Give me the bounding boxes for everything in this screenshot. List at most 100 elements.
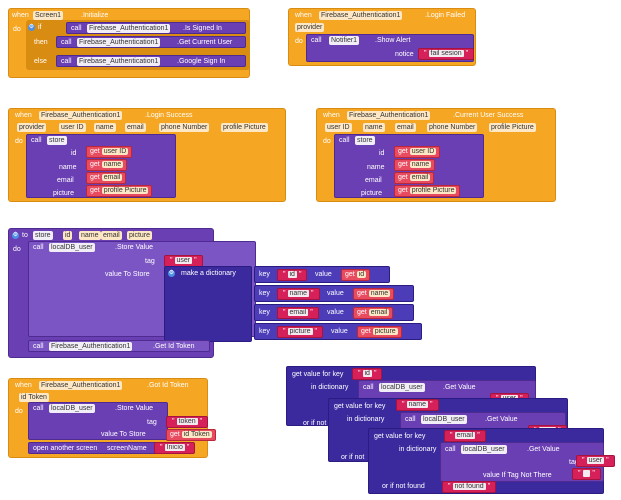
is-signed-in-call[interactable]: call Firebase_Authentication1 .Is Signed… <box>66 22 246 34</box>
get-name-block[interactable]: get name <box>353 288 395 300</box>
tag-token-string[interactable]: " token " <box>166 416 209 428</box>
string-value[interactable]: id <box>362 370 372 377</box>
param-phone-number[interactable]: phone Number <box>159 123 210 132</box>
param-email[interactable]: email <box>125 123 146 132</box>
string-value[interactable]: not found <box>452 483 486 490</box>
string-value[interactable]: picture <box>287 328 313 335</box>
var-dropdown[interactable]: user ID <box>101 148 129 155</box>
get-email-block[interactable]: get email <box>86 172 127 184</box>
string-value[interactable]: email <box>454 432 476 439</box>
gear-icon[interactable]: ⚙ <box>12 232 19 239</box>
proc-dropdown[interactable]: store <box>355 136 375 145</box>
string-value[interactable]: fail sesion <box>428 50 464 57</box>
param-profile-picture[interactable]: profile Picture <box>221 123 268 132</box>
proc-name-field[interactable]: store <box>33 231 53 240</box>
get-profile-picture-block[interactable]: get profile Picture <box>86 185 153 197</box>
key-string[interactable]: " name " <box>277 288 320 300</box>
open-another-screen-block[interactable]: open another screen screenName <box>28 442 164 454</box>
pair-email[interactable]: key " email " value get email <box>254 304 414 321</box>
string-value[interactable]: name <box>406 401 429 408</box>
pair-name[interactable]: key " name " value get name <box>254 285 414 302</box>
param-phone-number[interactable]: phone Number <box>427 123 478 132</box>
store-token-call[interactable]: call localDB_user .Store Value tag value… <box>28 402 168 440</box>
get-name-block[interactable]: get name <box>86 159 128 171</box>
param-provider[interactable]: provider <box>17 123 47 132</box>
key-id-string[interactable]: " id " <box>352 368 383 380</box>
fail-sesion-string[interactable]: " fail sesion " <box>418 48 475 60</box>
gear-icon[interactable]: ⚙ <box>168 270 175 277</box>
var-dropdown[interactable]: user ID <box>409 148 437 155</box>
var-dropdown[interactable]: email <box>101 174 123 181</box>
get-email-block[interactable]: get email <box>353 307 394 319</box>
param-picture[interactable]: picture <box>127 231 153 240</box>
var-dropdown[interactable]: id Token <box>181 431 212 438</box>
key-string[interactable]: " picture " <box>277 326 324 338</box>
not-found-string[interactable]: " not found " <box>442 481 497 493</box>
string-value[interactable]: name <box>287 290 310 297</box>
param-id-token[interactable]: id Token <box>19 393 49 402</box>
component-dropdown[interactable]: Firebase_Authentication1 <box>347 111 431 120</box>
get-id-token-call[interactable]: call Firebase_Authentication1 .Get Id To… <box>28 340 210 352</box>
get-email-block[interactable]: get email <box>394 172 435 184</box>
pair-id[interactable]: key " id " value get id <box>254 266 390 283</box>
get-profile-picture-block[interactable]: get profile Picture <box>394 185 461 197</box>
fb-component-dropdown[interactable]: Firebase_Authentication1 <box>49 342 133 351</box>
param-profile-picture[interactable]: profile Picture <box>489 123 536 132</box>
param-id[interactable]: id <box>63 231 73 240</box>
string-value[interactable]: user <box>586 457 605 464</box>
get-picture-block[interactable]: get picture <box>357 326 402 338</box>
google-sign-in-call[interactable]: call Firebase_Authentication1 .Google Si… <box>56 55 246 67</box>
get-id-block[interactable]: get id <box>341 269 371 281</box>
component-dropdown[interactable]: Firebase_Authentication1 <box>39 111 123 120</box>
pair-picture[interactable]: key " picture " value get picture <box>254 323 422 340</box>
db-dropdown[interactable]: localDB_user <box>421 415 467 424</box>
param-email[interactable]: email <box>101 231 122 240</box>
param-user-id[interactable]: user ID <box>325 123 352 132</box>
param-email[interactable]: email <box>395 123 416 132</box>
param-name[interactable]: name <box>79 231 101 240</box>
db-dropdown[interactable]: localDB_user <box>49 404 95 413</box>
get-current-user-call[interactable]: call Firebase_Authentication1 .Get Curre… <box>56 36 246 48</box>
var-dropdown[interactable]: name <box>409 161 432 168</box>
string-value[interactable]: token <box>176 418 198 425</box>
key-email-string[interactable]: " email " <box>444 430 486 442</box>
var-dropdown[interactable]: picture <box>372 328 398 335</box>
var-dropdown[interactable]: profile Picture <box>101 187 149 194</box>
key-name-string[interactable]: " name " <box>396 399 439 411</box>
get-name-block[interactable]: get name <box>394 159 436 171</box>
string-value[interactable]: user <box>174 257 193 264</box>
tag-user-string[interactable]: "user" <box>164 255 203 267</box>
string-value[interactable]: id <box>287 271 297 278</box>
db-dropdown[interactable]: localDB_user <box>49 243 95 252</box>
var-dropdown[interactable]: profile Picture <box>409 187 457 194</box>
fb-component-dropdown[interactable]: Firebase_Authentication1 <box>77 38 161 47</box>
var-dropdown[interactable]: name <box>368 290 391 297</box>
tag-user-string[interactable]: "user" <box>576 455 615 467</box>
db-dropdown[interactable]: localDB_user <box>461 445 507 454</box>
screen-name-string[interactable]: " Inicio " <box>154 442 196 454</box>
string-value[interactable]: email <box>287 309 309 316</box>
proc-dropdown[interactable]: store <box>47 136 67 145</box>
db-dropdown[interactable]: localDB_user <box>379 383 425 392</box>
store-value-call[interactable]: call localDB_user .Store Value tag value… <box>28 241 256 337</box>
param-provider[interactable]: provider <box>295 23 325 32</box>
param-name[interactable]: name <box>94 123 116 132</box>
var-dropdown[interactable]: email <box>368 309 390 316</box>
get-user-id-block[interactable]: get user ID <box>394 146 441 158</box>
empty-string[interactable]: " " <box>572 468 601 480</box>
param-name[interactable]: name <box>363 123 385 132</box>
component-dropdown[interactable]: Firebase_Authentication1 <box>39 381 123 390</box>
var-dropdown[interactable]: name <box>101 161 124 168</box>
var-dropdown[interactable]: email <box>409 174 431 181</box>
component-dropdown[interactable]: Firebase_Authentication1 <box>319 11 403 20</box>
param-user-id[interactable]: user ID <box>59 123 86 132</box>
component-dropdown[interactable]: Screen1 <box>33 11 64 20</box>
make-dictionary-block[interactable]: ⚙ make a dictionary <box>164 266 252 342</box>
notifier-dropdown[interactable]: Notifier1 <box>329 36 360 45</box>
string-value[interactable]: Inicio <box>164 444 185 451</box>
key-string[interactable]: " email " <box>277 307 319 319</box>
fb-component-dropdown[interactable]: Firebase_Authentication1 <box>77 57 161 66</box>
fb-component-dropdown[interactable]: Firebase_Authentication1 <box>87 24 171 33</box>
var-dropdown[interactable]: id <box>356 271 367 278</box>
key-string[interactable]: " id " <box>277 269 308 281</box>
